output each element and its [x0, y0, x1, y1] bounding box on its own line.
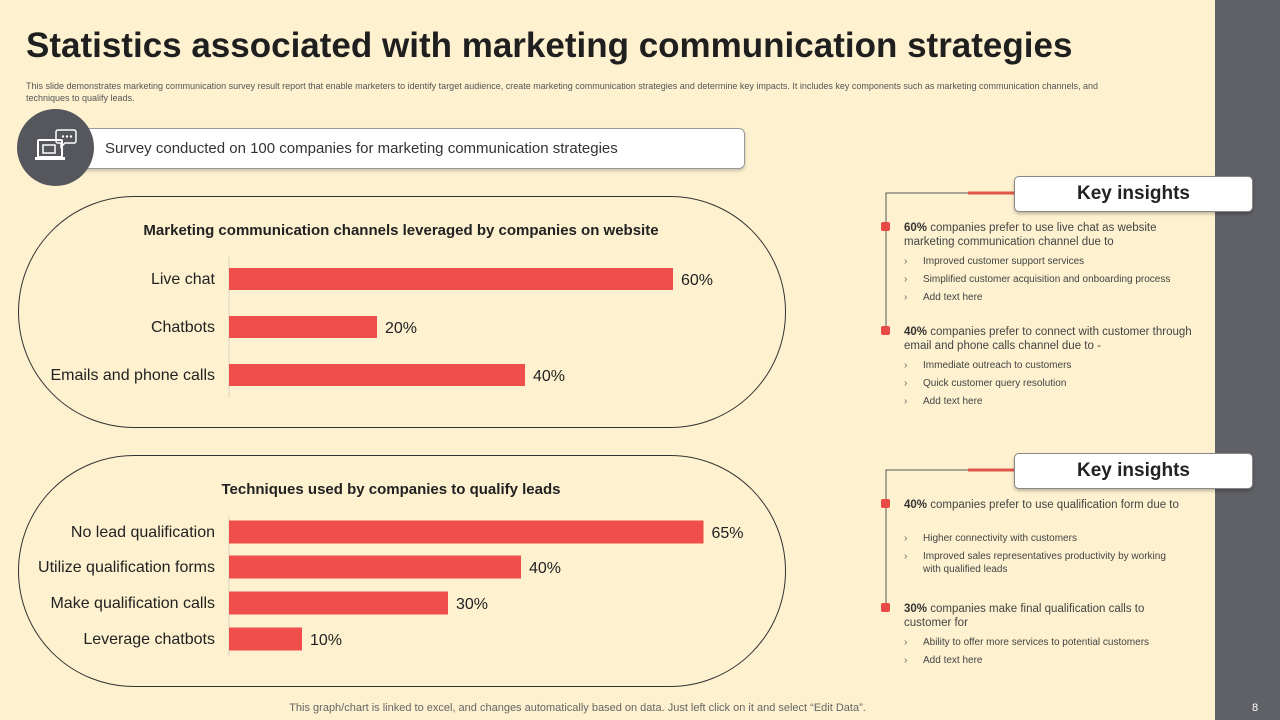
- chart-title: Techniques used by companies to qualify …: [222, 481, 561, 498]
- chart-bar: [229, 316, 377, 338]
- survey-banner: Survey conducted on 100 companies for ma…: [52, 128, 745, 169]
- category-label: Live chat: [151, 271, 216, 288]
- data-label: 30%: [456, 596, 488, 613]
- data-label: 40%: [533, 368, 565, 385]
- page-number: 8: [1252, 702, 1259, 714]
- insight-bullet: › Add text here: [904, 396, 983, 407]
- insight-bullet: › Add text here: [904, 292, 983, 303]
- category-label: Chatbots: [151, 319, 215, 336]
- key-insights-header-2: Key insights: [1014, 453, 1253, 489]
- insight-marker: [881, 603, 890, 612]
- category-label: Emails and phone calls: [50, 367, 215, 384]
- footer-note: This graph/chart is linked to excel, and…: [289, 702, 866, 714]
- chevron-right-icon: ›: [904, 551, 908, 562]
- survey-text: Survey conducted on 100 companies for ma…: [105, 140, 618, 157]
- category-label: Make qualification calls: [50, 595, 215, 612]
- insight-percent: 40%: [904, 499, 928, 511]
- insight-text: companies make final qualification calls…: [904, 603, 1145, 629]
- insight-percent: 60%: [904, 222, 928, 234]
- insight-bullet: › Simplified customer acquisition and onb…: [904, 274, 1171, 285]
- chart-bar: [229, 364, 525, 386]
- chart-frame-channels: [18, 196, 786, 428]
- chevron-right-icon: ›: [904, 378, 908, 389]
- chevron-right-icon: ›: [904, 274, 908, 285]
- insight-text: companies prefer to use qualification fo…: [930, 499, 1179, 511]
- insight-marker: [881, 326, 890, 335]
- chevron-right-icon: ›: [904, 637, 908, 648]
- insight-bullet: › Higher connectivity with customers: [904, 533, 1077, 544]
- right-sidebar: [1215, 0, 1280, 720]
- insight-bullet: › Improved sales representatives producti…: [904, 551, 1166, 575]
- chevron-right-icon: ›: [904, 360, 908, 371]
- insight-percent: 30%: [904, 603, 928, 615]
- chevron-right-icon: ›: [904, 655, 908, 666]
- data-label: 20%: [385, 320, 417, 337]
- insight-bullet: › Immediate outreach to customers: [904, 360, 1072, 371]
- chart-bar: [229, 627, 302, 651]
- data-label: 65%: [712, 525, 744, 542]
- chart-frame-lead-techniques: [18, 455, 786, 687]
- category-label: Utilize qualification forms: [38, 559, 215, 576]
- insight-marker: [881, 222, 890, 231]
- chart-bar: [229, 268, 673, 290]
- key-insights-header-1: Key insights: [1014, 176, 1253, 212]
- data-label: 40%: [529, 560, 561, 577]
- insight-bullet: › Add text here: [904, 655, 983, 666]
- insight-point: 40% companies prefer to use qualificatio…: [904, 498, 1194, 512]
- slide-subtitle: This slide demonstrates marketing commun…: [26, 81, 1099, 103]
- insight-text: companies prefer to connect with custome…: [904, 326, 1192, 352]
- category-label: Leverage chatbots: [83, 631, 215, 648]
- chart-title: Marketing communication channels leverag…: [143, 222, 658, 239]
- category-label: No lead qualification: [71, 524, 215, 541]
- chevron-right-icon: ›: [904, 292, 908, 303]
- insight-bullet: › Ability to offer more services to poten…: [904, 637, 1150, 648]
- insight-bullet: › Improved customer support services: [904, 256, 1085, 267]
- data-label: 10%: [310, 632, 342, 649]
- survey-chat-icon: [17, 109, 94, 186]
- insight-percent: 40%: [904, 326, 928, 338]
- chevron-right-icon: ›: [904, 256, 908, 267]
- insight-point: 40% companies prefer to connect with cus…: [904, 325, 1194, 353]
- chart-bar: [229, 591, 448, 615]
- insight-text: companies prefer to use live chat as web…: [904, 222, 1157, 248]
- data-label: 60%: [681, 272, 713, 289]
- chevron-right-icon: ›: [904, 396, 908, 407]
- insight-bullet: › Quick customer query resolution: [904, 378, 1067, 389]
- insight-point: 30% companies make final qualification c…: [904, 602, 1194, 630]
- insight-marker: [881, 499, 890, 508]
- chart-bar: [229, 555, 521, 579]
- insight-point: 60% companies prefer to use live chat as…: [904, 221, 1194, 249]
- chart-bar: [229, 520, 704, 544]
- chevron-right-icon: ›: [904, 533, 908, 544]
- slide-title: Statistics associated with marketing com…: [26, 26, 1073, 65]
